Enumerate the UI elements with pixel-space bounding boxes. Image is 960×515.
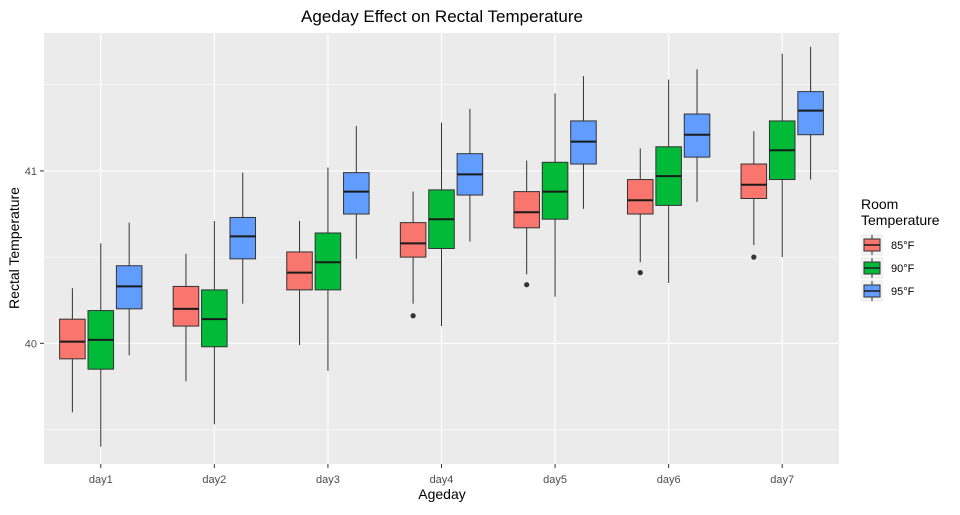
box <box>626 179 654 215</box>
box-group <box>115 222 143 356</box>
box <box>399 222 427 258</box>
box <box>740 163 768 200</box>
legend-item: 95°F <box>861 280 915 302</box>
chart-title: Ageday Effect on Rectal Temperature <box>301 7 583 26</box>
box-group <box>740 131 768 260</box>
box-group <box>768 53 796 258</box>
box-group <box>683 69 711 202</box>
box-group <box>286 220 313 346</box>
axis-layer: 40 41 day1 day2 day3 day4 day5 day6 day7 <box>25 166 794 486</box>
x-tick-label: day2 <box>202 474 226 486</box>
legend: Room Temperature 85°F 90°F 95°F <box>861 196 940 302</box>
box-group <box>59 288 86 413</box>
x-tick-label: day3 <box>316 474 340 486</box>
box-group <box>399 191 427 319</box>
box-group <box>513 160 540 288</box>
box-layer <box>59 46 824 447</box>
outlier-point <box>751 254 757 260</box>
box-group <box>172 253 200 382</box>
box-group <box>229 172 257 304</box>
legend-item: 90°F <box>861 257 915 279</box>
y-tick-label: 40 <box>25 338 37 350</box>
box-group <box>655 79 682 283</box>
box-group <box>87 243 115 447</box>
x-tick-label: day6 <box>657 474 681 486</box>
y-tick-label: 41 <box>25 166 37 178</box>
box-group <box>626 148 654 276</box>
box-group <box>797 46 824 180</box>
outlier-point <box>524 282 530 288</box>
box-group <box>541 93 569 297</box>
x-tick-label: day1 <box>89 474 113 486</box>
outlier-point <box>410 313 416 319</box>
x-tick-label: day5 <box>543 474 567 486</box>
box <box>286 251 313 291</box>
legend-label: 85°F <box>891 240 915 252</box>
box-group <box>570 76 597 209</box>
box <box>513 191 540 229</box>
box-group <box>201 220 228 425</box>
box <box>172 285 200 327</box>
box-group <box>343 126 370 259</box>
box <box>797 91 824 136</box>
x-axis-title: Ageday <box>418 486 465 502</box>
legend-label: 90°F <box>891 263 915 275</box>
legend-item: 85°F <box>861 234 915 256</box>
outlier-point <box>637 270 643 276</box>
legend-label: 95°F <box>891 286 915 298</box>
box-group <box>428 122 455 327</box>
x-tick-label: day4 <box>430 474 454 486</box>
x-tick-label: day7 <box>770 474 794 486</box>
box-group <box>456 108 484 242</box>
box <box>343 172 370 215</box>
y-axis-title: Rectal Temperature <box>6 187 22 309</box>
box <box>59 318 86 360</box>
box <box>229 216 257 260</box>
legend-title: Room Temperature <box>861 196 940 228</box>
box-group <box>314 167 342 371</box>
